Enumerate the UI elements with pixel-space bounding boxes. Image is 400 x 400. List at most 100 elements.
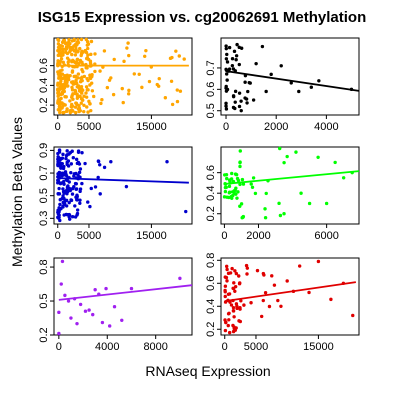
data-point — [61, 47, 66, 52]
data-point — [156, 84, 161, 88]
data-point — [59, 96, 63, 101]
data-point — [238, 281, 242, 285]
data-point — [246, 89, 250, 94]
data-point — [329, 297, 333, 302]
data-point — [56, 108, 61, 112]
data-point — [93, 185, 98, 189]
data-point — [261, 298, 265, 303]
data-point — [227, 45, 232, 50]
data-point — [231, 67, 236, 71]
data-point — [59, 282, 63, 286]
data-point — [225, 267, 229, 272]
data-point — [90, 89, 95, 93]
data-point — [65, 185, 70, 189]
data-point — [105, 85, 110, 90]
data-point — [224, 101, 228, 106]
data-point — [243, 96, 247, 100]
data-point — [67, 213, 72, 217]
data-point — [231, 329, 236, 334]
data-point — [98, 69, 102, 73]
regression-line — [225, 70, 360, 92]
data-point — [60, 44, 65, 48]
data-point — [56, 72, 61, 76]
data-point — [225, 279, 229, 283]
data-point — [341, 176, 346, 180]
data-point — [174, 49, 178, 53]
data-point — [289, 81, 293, 85]
data-point — [58, 218, 62, 223]
data-point — [78, 201, 82, 205]
data-point — [235, 304, 239, 308]
data-point — [59, 57, 64, 61]
y-tick-label: 0.9 — [38, 143, 50, 158]
data-point — [85, 88, 89, 92]
data-point — [70, 214, 75, 219]
data-point — [239, 108, 243, 113]
data-point — [276, 298, 280, 303]
data-point — [80, 151, 84, 155]
data-point — [351, 313, 355, 318]
data-point — [63, 76, 67, 81]
data-point — [61, 102, 66, 106]
data-point — [112, 304, 117, 309]
panel-frame — [220, 146, 360, 225]
data-point — [57, 105, 62, 109]
data-point — [69, 109, 73, 113]
data-point — [222, 195, 227, 199]
data-point — [86, 53, 90, 57]
data-point — [83, 161, 87, 166]
data-point — [62, 171, 66, 176]
data-point — [75, 321, 79, 326]
data-point — [88, 102, 92, 106]
y-tick-label: 0.6 — [205, 276, 217, 291]
data-point — [82, 94, 86, 98]
data-point — [64, 198, 69, 203]
data-point — [279, 64, 283, 68]
data-point — [109, 160, 113, 164]
data-point — [126, 41, 130, 45]
panel-4: 0 2000 6000 0.2 0.4 0.6 — [205, 146, 360, 242]
data-point — [83, 309, 88, 313]
data-point — [226, 312, 231, 316]
data-point — [223, 290, 227, 294]
data-point — [61, 83, 65, 87]
data-point — [234, 186, 238, 190]
data-point — [238, 307, 242, 311]
data-point — [178, 89, 183, 93]
data-point — [224, 104, 228, 108]
y-tick-label: 0.7 — [205, 60, 217, 75]
data-point — [234, 173, 239, 177]
data-point — [224, 46, 228, 51]
data-point — [79, 101, 83, 105]
data-point — [82, 103, 86, 107]
data-point — [241, 182, 246, 186]
data-point — [69, 162, 74, 166]
data-point — [294, 150, 298, 154]
data-point — [64, 156, 68, 161]
data-point — [56, 163, 60, 168]
data-point — [71, 92, 75, 96]
data-point — [177, 54, 181, 58]
data-point — [66, 74, 70, 79]
data-point — [223, 275, 227, 279]
x-tick-label: 0 — [56, 341, 62, 353]
data-point — [111, 92, 116, 97]
data-point — [143, 54, 147, 58]
data-point — [229, 194, 234, 199]
data-point — [224, 84, 228, 89]
data-point — [107, 324, 112, 328]
data-point — [98, 163, 102, 167]
data-point — [279, 304, 283, 308]
data-point — [74, 157, 79, 162]
data-point — [75, 40, 79, 45]
data-point — [72, 38, 76, 43]
data-point — [80, 49, 84, 53]
data-point — [76, 76, 80, 80]
data-point — [77, 170, 82, 175]
panel-frame — [53, 257, 193, 336]
panel-1: 0 5000 15000 0.2 0.4 0.6 — [38, 37, 193, 133]
y-tick-label: 0.7 — [38, 165, 50, 180]
y-tick-label: 0.8 — [38, 259, 50, 274]
data-point — [122, 59, 126, 64]
x-tick-label: 0 — [55, 230, 61, 242]
